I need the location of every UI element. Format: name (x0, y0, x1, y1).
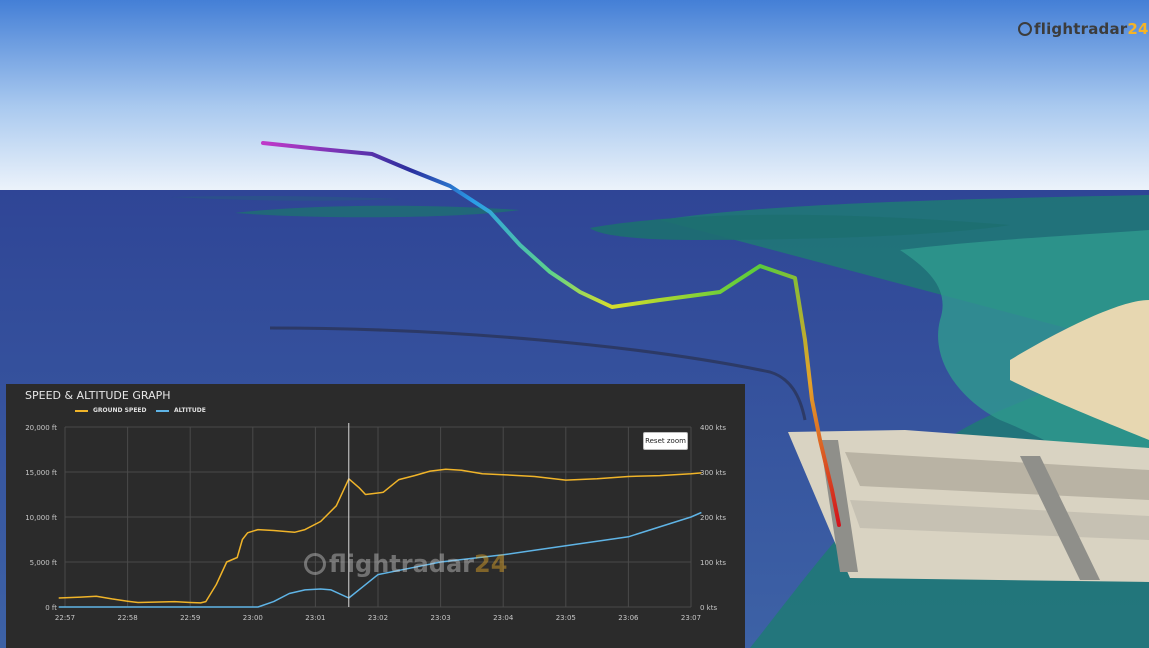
ground-speed-swatch (75, 409, 88, 412)
watermark-text-main: flightradar (329, 550, 474, 578)
y-right-tick-label: 100 kts (700, 559, 726, 567)
x-tick-label: 23:02 (368, 614, 388, 622)
ground-track-shadow (269, 326, 807, 421)
speed-altitude-graph-panel: 0 ft 5,000 ft 10,000 ft 15,000 ft 20,000 ft 0… (6, 384, 745, 648)
ground-speed-series-line (58, 468, 702, 604)
flight-track (261, 141, 841, 527)
legend-ground-speed[interactable]: GROUND SPEED (75, 407, 147, 414)
y-right-tick-label: 300 kts (700, 469, 726, 477)
y-left-tick-label: 0 ft (45, 604, 57, 612)
flightradar-watermark: flightradar24 (304, 550, 507, 578)
watermark-text-accent: 24 (474, 550, 508, 578)
speed-altitude-chart[interactable]: 0 ft 5,000 ft 10,000 ft 15,000 ft 20,000 ft 0… (6, 384, 745, 648)
x-tick-label: 23:00 (243, 614, 263, 622)
altitude-swatch (156, 409, 169, 412)
x-tick-label: 23:03 (431, 614, 451, 622)
y-left-tick-label: 15,000 ft (25, 469, 57, 477)
x-tick-label: 23:07 (681, 614, 701, 622)
logo-text-main: flightradar (1034, 20, 1128, 38)
y-left-tick-label: 10,000 ft (25, 514, 57, 522)
y-right-tick-label: 200 kts (700, 514, 726, 522)
graph-title: SPEED & ALTITUDE GRAPH (25, 389, 171, 402)
x-tick-label: 23:05 (556, 614, 576, 622)
x-tick-label: 23:04 (493, 614, 514, 622)
legend-altitude[interactable]: ALTITUDE (156, 407, 206, 414)
y-right-tick-label: 400 kts (700, 424, 726, 432)
x-tick-label: 22:59 (180, 614, 200, 622)
logo-text-accent: 24 (1127, 20, 1149, 38)
x-tick-label: 22:58 (118, 614, 138, 622)
sky (0, 0, 1149, 193)
y-left-tick-label: 5,000 ft (30, 559, 58, 567)
reset-zoom-button[interactable]: Reset zoom (643, 432, 688, 450)
x-tick-label: 23:01 (305, 614, 325, 622)
airport (788, 430, 1149, 582)
y-left-tick-label: 20,000 ft (25, 424, 57, 432)
radar-logo-icon (1018, 22, 1032, 36)
legend-ground-speed-label: GROUND SPEED (93, 407, 147, 414)
radar-watermark-icon (304, 553, 326, 575)
legend-altitude-label: ALTITUDE (174, 407, 206, 414)
x-tick-label: 23:06 (618, 614, 639, 622)
y-right-tick-label: 0 kts (700, 604, 717, 612)
x-tick-label: 22:57 (55, 614, 75, 622)
flightradar-logo: flightradar24 (1018, 20, 1149, 38)
